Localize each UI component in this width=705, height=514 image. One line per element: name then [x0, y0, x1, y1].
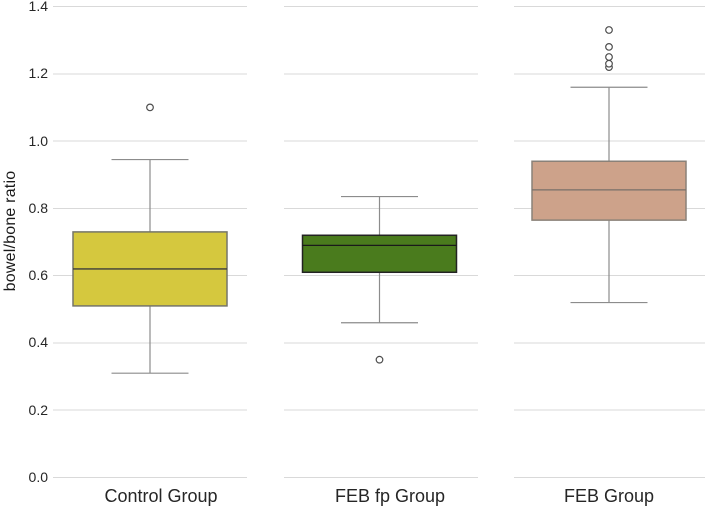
- y-tick-label: 0.6: [28, 267, 48, 284]
- box-feb-group: [531, 160, 687, 221]
- outlier-point-feb-group: [605, 26, 613, 34]
- outlier-point-feb-group: [605, 53, 613, 61]
- y-tick-label: 0.2: [28, 401, 48, 418]
- y-tick-label: 1.4: [28, 0, 48, 14]
- y-tick-label: 0.4: [28, 334, 48, 351]
- box-feb-fp-group: [301, 234, 458, 274]
- outlier-point-control-group: [146, 103, 154, 112]
- x-category-label: Control Group: [104, 486, 218, 506]
- outlier-point-feb-fp-group: [375, 355, 384, 364]
- x-category-label: FEB fp Group: [334, 486, 446, 506]
- y-tick-label: 0.8: [28, 199, 48, 216]
- y-tick-label: 1.0: [28, 132, 48, 149]
- outlier-point-feb-group: [605, 59, 613, 68]
- y-axis-title: bowel/bone ratio: [2, 170, 19, 292]
- y-tick-label: 1.2: [28, 65, 48, 82]
- x-category-label: FEB Group: [563, 486, 655, 506]
- outlier-point-feb-group: [605, 43, 613, 51]
- y-tick-label: 0.0: [28, 469, 48, 485]
